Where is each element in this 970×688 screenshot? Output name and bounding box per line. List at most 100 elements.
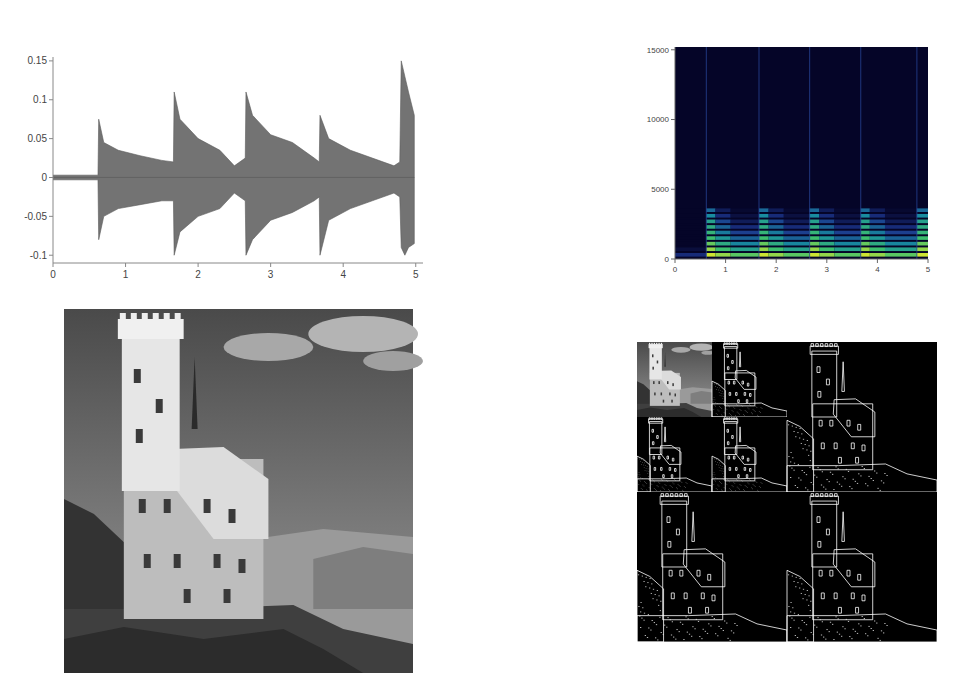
- window: [851, 443, 854, 449]
- texture: [713, 476, 715, 477]
- texture: [821, 484, 822, 486]
- tower: [649, 422, 661, 455]
- texture: [795, 484, 796, 486]
- spectrogram-cell: [784, 236, 810, 240]
- texture: [820, 619, 821, 621]
- texture: [873, 480, 874, 482]
- texture: [639, 474, 641, 475]
- texture: [792, 607, 793, 609]
- y-tick-label: -0.1: [30, 250, 48, 261]
- castle-photo: [637, 342, 714, 417]
- texture: [698, 620, 699, 622]
- texture: [737, 405, 739, 406]
- texture: [881, 630, 882, 632]
- window: [669, 570, 672, 576]
- texture: [645, 468, 647, 469]
- texture: [805, 444, 806, 446]
- spectrogram-cell: [706, 231, 715, 235]
- texture: [727, 404, 729, 405]
- wavelet-detail: [637, 417, 712, 492]
- texture: [873, 630, 874, 632]
- texture: [721, 395, 723, 396]
- spectrogram-cell: [885, 220, 917, 224]
- texture: [797, 487, 798, 489]
- spectrogram-cell: [819, 253, 834, 257]
- texture: [883, 482, 884, 484]
- spectrogram-cell: [731, 231, 759, 235]
- window: [672, 458, 674, 461]
- texture: [846, 468, 847, 470]
- texture: [720, 468, 722, 469]
- window: [657, 361, 659, 364]
- window: [733, 456, 735, 459]
- texture: [658, 595, 659, 597]
- texture: [814, 624, 815, 626]
- x-tick-label: 5: [413, 269, 419, 280]
- y-axis: [53, 57, 54, 263]
- window: [680, 570, 683, 576]
- texture: [734, 623, 735, 625]
- window: [732, 361, 734, 364]
- texture: [648, 613, 649, 615]
- window: [697, 570, 700, 576]
- spectrogram-cell: [769, 242, 784, 246]
- texture: [729, 481, 731, 482]
- texture: [809, 616, 810, 618]
- texture: [801, 592, 802, 594]
- window: [729, 467, 731, 470]
- spectrogram-cell: [819, 208, 834, 212]
- onset-line: [809, 47, 810, 259]
- spectrogram-cell: [810, 214, 820, 218]
- texture: [712, 474, 714, 475]
- window: [747, 383, 749, 386]
- texture: [790, 627, 791, 629]
- window: [738, 475, 740, 478]
- window: [727, 354, 729, 357]
- texture: [637, 458, 639, 459]
- texture: [714, 618, 715, 620]
- spectrogram-cell: [784, 253, 810, 257]
- texture: [714, 474, 716, 475]
- texture: [886, 475, 887, 477]
- window: [668, 541, 671, 547]
- y-tick-label: 10000: [647, 115, 670, 124]
- texture: [675, 480, 677, 481]
- crenel: [661, 418, 662, 419]
- window: [675, 394, 677, 397]
- texture: [728, 480, 730, 481]
- texture: [756, 482, 758, 483]
- spectrogram-cell: [834, 242, 860, 246]
- spire: [842, 512, 845, 542]
- texture: [741, 480, 743, 481]
- texture: [793, 581, 794, 583]
- texture: [822, 621, 823, 623]
- texture: [731, 630, 732, 632]
- texture: [716, 414, 718, 415]
- texture: [876, 472, 877, 474]
- spectrogram-cell: [810, 253, 820, 257]
- spectrogram-cell: [759, 253, 769, 257]
- window: [654, 467, 656, 470]
- texture: [683, 639, 684, 641]
- texture: [862, 466, 863, 468]
- texture: [758, 490, 760, 491]
- axes: -0.1-0.0500.050.10.15012345: [24, 55, 423, 280]
- texture: [644, 612, 645, 614]
- texture: [807, 590, 808, 592]
- texture: [647, 637, 648, 639]
- window: [224, 589, 231, 603]
- texture: [714, 399, 716, 400]
- texture: [722, 490, 724, 491]
- texture: [823, 636, 824, 638]
- window: [856, 607, 859, 613]
- texture: [745, 486, 747, 487]
- texture: [851, 488, 852, 490]
- onset-line: [916, 47, 917, 259]
- window: [729, 392, 731, 395]
- window: [746, 400, 748, 403]
- wing: [172, 447, 269, 539]
- crenel: [825, 344, 828, 347]
- texture: [718, 464, 720, 465]
- crenel: [731, 343, 732, 344]
- x-tick-label: 0: [50, 269, 56, 280]
